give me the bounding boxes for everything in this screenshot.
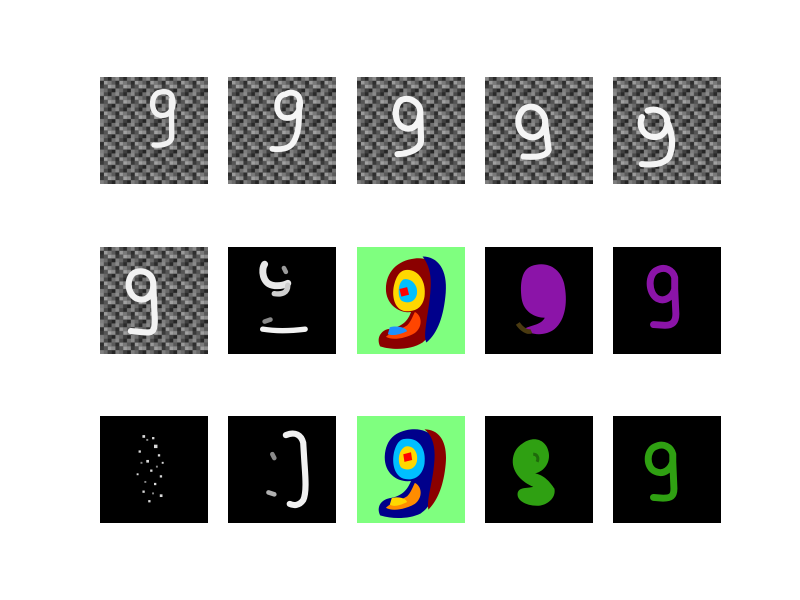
panel-r1c5	[613, 77, 721, 184]
jet-heatmap-image	[357, 416, 465, 523]
panel-r1c3	[357, 77, 465, 184]
noisy-digit-9-image	[100, 77, 208, 184]
noisy-digit-9-image	[100, 247, 208, 354]
purple-mask-9-image	[613, 247, 721, 354]
panel-r3c1	[100, 416, 208, 523]
panel-r2c1	[100, 247, 208, 354]
panel-r3c3	[357, 416, 465, 523]
grayscale-partial-9-image	[228, 247, 336, 354]
grayscale-partial-stroke-image	[228, 416, 336, 523]
noisy-digit-9-image	[357, 77, 465, 184]
panel-r3c2	[228, 416, 336, 523]
noisy-digit-9-image	[613, 77, 721, 184]
noisy-digit-9-image	[485, 77, 593, 184]
panel-r1c4	[485, 77, 593, 184]
jet-heatmap-image	[357, 247, 465, 354]
panel-r2c3	[357, 247, 465, 354]
panel-r2c4	[485, 247, 593, 354]
green-mask-9-image	[613, 416, 721, 523]
panel-r3c5	[613, 416, 721, 523]
panel-r1c1	[100, 77, 208, 184]
noisy-digit-9-image	[228, 77, 336, 184]
panel-r2c2	[228, 247, 336, 354]
panel-r3c4	[485, 416, 593, 523]
panel-r1c2	[228, 77, 336, 184]
green-mask-blurry-9-image	[485, 416, 593, 523]
purple-mask-blurry-9-image	[485, 247, 593, 354]
sparse-dots-image	[100, 416, 208, 523]
panel-r2c5	[613, 247, 721, 354]
